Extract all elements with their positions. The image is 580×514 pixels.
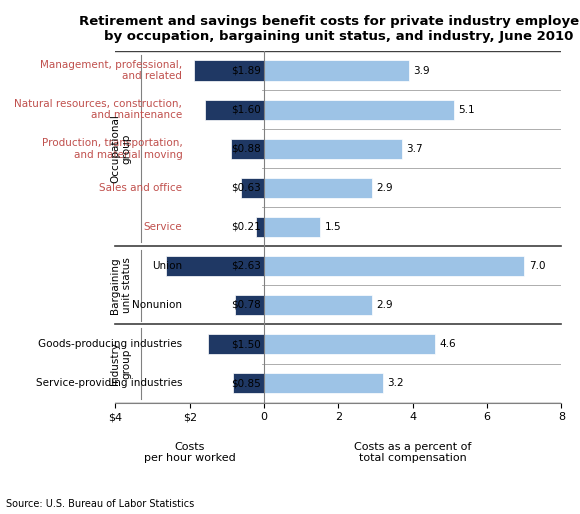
Text: Occupational
group: Occupational group — [110, 114, 132, 183]
Bar — [264, 256, 524, 276]
Text: 5.1: 5.1 — [458, 105, 475, 115]
Bar — [241, 178, 264, 198]
Text: $0.21: $0.21 — [231, 222, 261, 232]
Text: 2.9: 2.9 — [376, 183, 393, 193]
Text: 3.9: 3.9 — [414, 66, 430, 76]
Text: Source: U.S. Bureau of Labor Statistics: Source: U.S. Bureau of Labor Statistics — [6, 499, 194, 509]
Bar — [233, 373, 264, 393]
Text: 1.5: 1.5 — [324, 222, 341, 232]
Text: $1.50: $1.50 — [231, 339, 261, 349]
Text: $0.85: $0.85 — [231, 378, 261, 388]
Text: Costs
per hour worked: Costs per hour worked — [144, 442, 235, 463]
Text: 2.9: 2.9 — [376, 300, 393, 310]
Bar — [264, 61, 409, 81]
Text: $0.63: $0.63 — [231, 183, 261, 193]
Text: Service: Service — [144, 222, 182, 232]
Text: $2.63: $2.63 — [231, 261, 261, 271]
Text: Union: Union — [152, 261, 182, 271]
Bar — [256, 217, 264, 237]
Text: 7.0: 7.0 — [529, 261, 545, 271]
Text: Production, transportation,
and material moving: Production, transportation, and material… — [42, 138, 182, 159]
Bar — [194, 61, 264, 81]
Bar — [264, 100, 454, 120]
Title: Retirement and savings benefit costs for private industry employers,
by occupati: Retirement and savings benefit costs for… — [78, 15, 580, 43]
Text: 4.6: 4.6 — [440, 339, 456, 349]
Text: $0.78: $0.78 — [231, 300, 261, 310]
Bar — [264, 334, 435, 354]
Bar — [235, 295, 264, 315]
Text: $1.60: $1.60 — [231, 105, 261, 115]
Bar — [208, 334, 264, 354]
Text: Nonunion: Nonunion — [132, 300, 182, 310]
Bar — [231, 139, 264, 159]
Text: Service-providing industries: Service-providing industries — [36, 378, 182, 388]
Text: $0.88: $0.88 — [231, 144, 261, 154]
Bar — [264, 139, 401, 159]
Text: Management, professional,
and related: Management, professional, and related — [40, 60, 182, 81]
Text: Costs as a percent of
total compensation: Costs as a percent of total compensation — [354, 442, 472, 463]
Bar — [264, 295, 372, 315]
Bar — [205, 100, 264, 120]
Text: Industry
group: Industry group — [110, 342, 132, 385]
Text: $1.89: $1.89 — [231, 66, 261, 76]
Text: Natural resources, construction,
and maintenance: Natural resources, construction, and mai… — [14, 99, 182, 120]
Text: Bargaining
unit status: Bargaining unit status — [110, 257, 132, 314]
Text: 3.2: 3.2 — [387, 378, 404, 388]
Text: 3.7: 3.7 — [406, 144, 423, 154]
Bar — [166, 256, 264, 276]
Bar — [264, 178, 372, 198]
Bar — [264, 373, 383, 393]
Bar — [264, 217, 320, 237]
Text: Sales and office: Sales and office — [99, 183, 182, 193]
Text: Goods-producing industries: Goods-producing industries — [38, 339, 182, 349]
